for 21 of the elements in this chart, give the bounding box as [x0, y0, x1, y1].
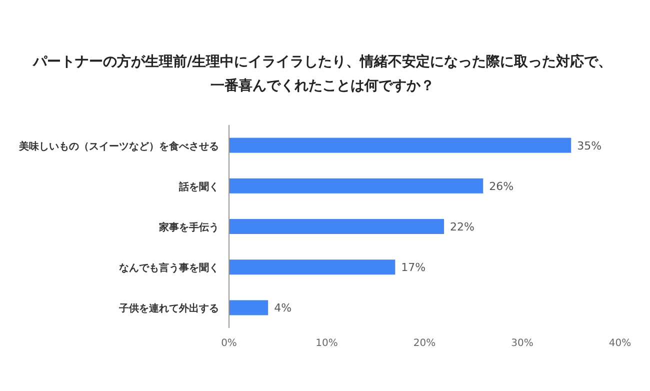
y-tick-label: 美味しいもの（スイーツなど）を食べさせる	[18, 140, 219, 152]
data-label: 35%	[577, 139, 602, 152]
data-label: 22%	[450, 220, 475, 234]
y-tick-label: 話を聞く	[178, 180, 219, 193]
bar	[229, 178, 484, 194]
chart-title: パートナーの方が生理前/生理中にイライラしたり、情緒不安定になった際に取った対応で、一番喜んでくれたことは何ですか？	[32, 52, 614, 96]
y-tick-label: なんでも言う事を聞く	[119, 262, 219, 274]
y-tick-label: 家事を手伝う	[158, 222, 219, 234]
x-tick-label: 30%	[511, 338, 534, 349]
x-tick-label: 10%	[316, 338, 338, 349]
bar	[229, 300, 268, 316]
x-tick-label: 40%	[608, 338, 632, 349]
bar	[229, 138, 572, 153]
y-tick-label: 子供を連れて外出する	[118, 302, 219, 315]
data-label: 26%	[489, 180, 514, 193]
data-label: 17%	[401, 261, 426, 274]
x-tick-label: 20%	[413, 338, 436, 349]
bar	[229, 219, 444, 234]
x-tick-label: 0%	[221, 338, 237, 349]
data-label: 4%	[274, 302, 292, 315]
bar	[229, 260, 396, 275]
